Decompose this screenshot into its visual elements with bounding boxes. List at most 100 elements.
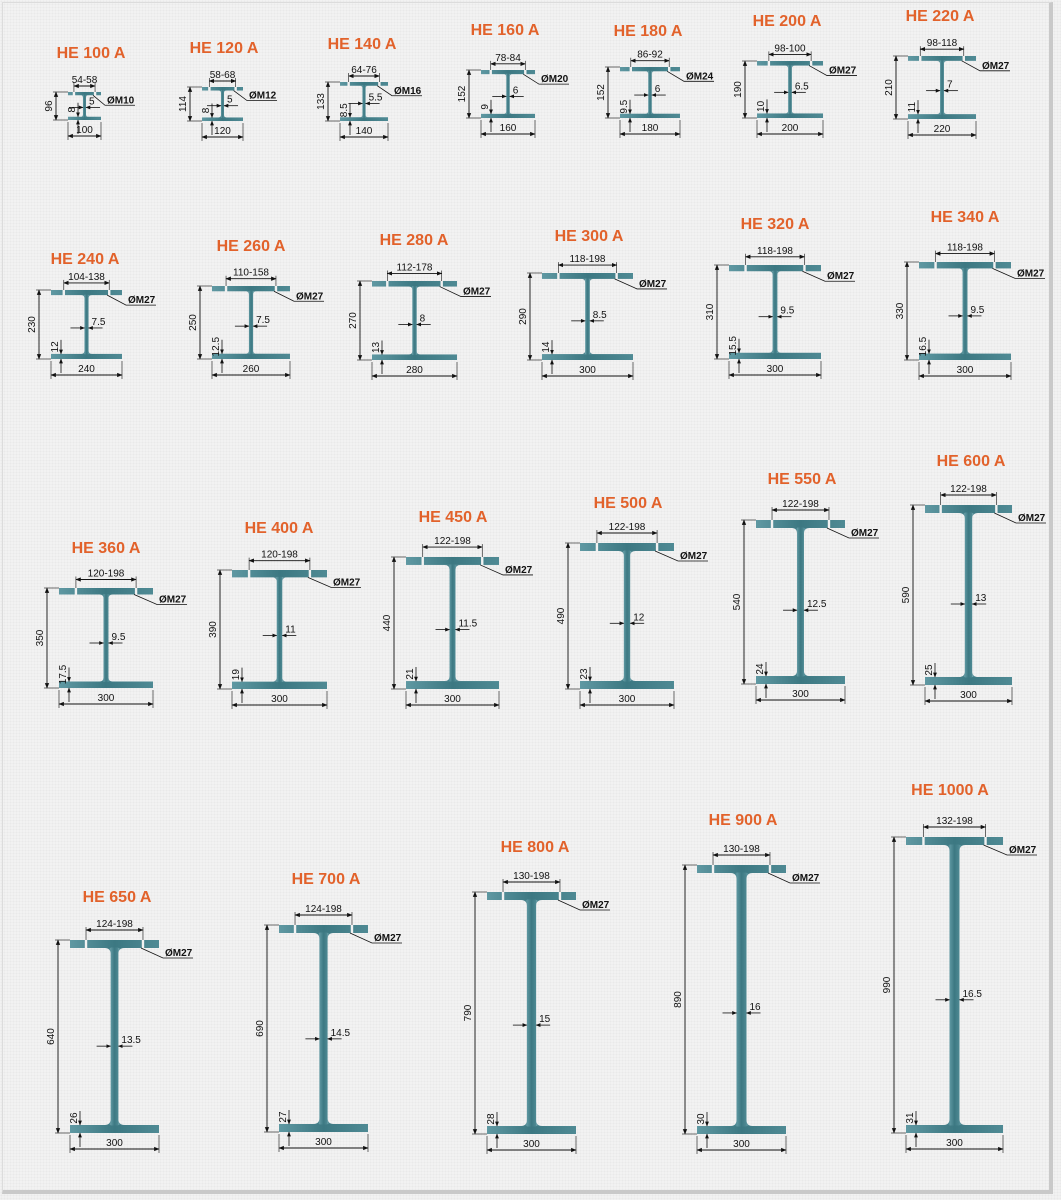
profile-title: HE 340 A: [931, 209, 1000, 226]
profile-title: HE 280 A: [380, 232, 449, 249]
gauge-label: 98-100: [774, 43, 806, 54]
width-label: 300: [106, 1138, 123, 1149]
bolt-hole: [386, 280, 389, 288]
fillet: [651, 71, 655, 75]
bolt-label: ØM27: [505, 565, 533, 576]
width-label: 200: [782, 123, 799, 134]
fillet: [943, 1119, 950, 1125]
fillet: [943, 845, 950, 851]
bolt-leader: [233, 90, 277, 101]
bolt-leader: [523, 73, 569, 85]
bolt-hole: [995, 504, 998, 514]
gauge-label: 122-198: [609, 522, 646, 533]
fillet: [272, 577, 277, 582]
web: [949, 844, 960, 1126]
web: [110, 947, 119, 1126]
bolt-label: ØM16: [394, 86, 422, 97]
fillet: [503, 111, 507, 114]
fillet: [359, 114, 363, 118]
height-label: 290: [518, 308, 529, 325]
fillet: [520, 900, 527, 906]
bolt-label: ØM24: [686, 71, 714, 82]
bolt-label: ØM27: [982, 61, 1010, 72]
bolt-hole: [293, 924, 297, 934]
bolt-label: ØM10: [107, 95, 135, 106]
bolt-hole: [62, 289, 65, 296]
web: [319, 932, 328, 1125]
web: [940, 60, 944, 115]
bolt-hole: [72, 91, 76, 96]
height-label: 210: [884, 79, 895, 96]
width-label: 180: [642, 123, 659, 134]
gauge-label: 54-58: [72, 75, 98, 86]
fillet: [785, 110, 789, 114]
height-label: 350: [35, 629, 46, 646]
bolt-hole: [922, 836, 925, 846]
fillet: [581, 350, 586, 355]
flange-thickness-label: 9: [480, 104, 491, 110]
fillet: [589, 350, 594, 355]
bolt-hole: [134, 587, 138, 595]
web-thickness-label: 6.5: [795, 81, 809, 92]
fillet: [365, 114, 369, 118]
flange-thickness-label: 13: [371, 341, 382, 353]
bottom-flange: [70, 1125, 159, 1133]
profile-title: HE 360 A: [72, 540, 141, 557]
bolt-hole: [711, 864, 715, 874]
profile-he-160-a: HE 160 A 78-84 ØM20 152 9 6 160: [457, 22, 569, 138]
bolt-hole: [557, 272, 560, 280]
flange-thickness-label: 24: [755, 663, 766, 675]
bolt-label: ØM27: [792, 873, 820, 884]
bolt-label: ØM27: [680, 551, 708, 562]
fillet: [86, 114, 89, 117]
bolt-hole: [93, 91, 97, 96]
flange-thickness-label: 8.5: [339, 103, 350, 117]
web-thickness-label: 16: [750, 1002, 762, 1013]
bolt-hole: [308, 569, 312, 578]
bottom-flange: [372, 354, 457, 360]
profile-he-800-a: HE 800 A 130-198 ØM27 790 28 15 300: [463, 839, 610, 1154]
web: [362, 85, 366, 118]
width-label: 300: [271, 694, 288, 705]
web-thickness-label: 5: [89, 96, 95, 107]
web-thickness-label: 9.5: [780, 306, 794, 317]
bolt-leader: [377, 85, 422, 97]
profile-title: HE 500 A: [594, 495, 663, 512]
profile-he-240-a: HE 240 A 104-138 ØM27 230 12 7.5 240: [27, 251, 156, 379]
bolt-hole: [993, 261, 996, 269]
web: [84, 294, 89, 355]
height-label: 440: [382, 614, 393, 631]
bolt-hole: [108, 289, 111, 296]
bottom-flange: [908, 114, 976, 119]
width-label: 160: [500, 123, 517, 134]
top-flange: [908, 56, 976, 61]
flange-thickness-label: 30: [696, 1113, 707, 1125]
fillet: [730, 1120, 737, 1126]
bolt-hole: [224, 285, 228, 292]
profile-he-200-a: HE 200 A 98-100 ØM27 190 10 6.5 200: [733, 13, 857, 138]
web: [276, 576, 283, 683]
fillet: [630, 675, 636, 681]
bolt-hole: [919, 55, 922, 62]
profile-he-100-a: HE 100 A 54-58 ØM10 96 8 5 100: [44, 45, 135, 140]
web-thickness-label: 8.5: [593, 310, 607, 321]
fillet: [408, 350, 413, 355]
gauge-label: 132-198: [936, 816, 973, 827]
fillet: [645, 110, 649, 114]
web: [103, 594, 109, 682]
flange-thickness-label: 28: [486, 1113, 497, 1125]
web-thickness-label: 5.5: [369, 92, 383, 103]
bolt-hole: [347, 81, 350, 87]
bolt-leader: [349, 932, 402, 944]
height-label: 640: [46, 1028, 57, 1045]
flange-thickness-label: 14: [541, 341, 552, 353]
profile-he-450-a: HE 450 A 122-198 ØM27 440 21 11.5 300: [382, 509, 533, 709]
fillet: [958, 671, 965, 677]
fillet: [245, 291, 249, 295]
top-flange: [51, 290, 122, 296]
web-thickness-label: 6: [513, 85, 519, 96]
web: [772, 270, 778, 354]
bottom-flange: [542, 354, 633, 360]
gauge-label: 120-198: [261, 550, 298, 561]
